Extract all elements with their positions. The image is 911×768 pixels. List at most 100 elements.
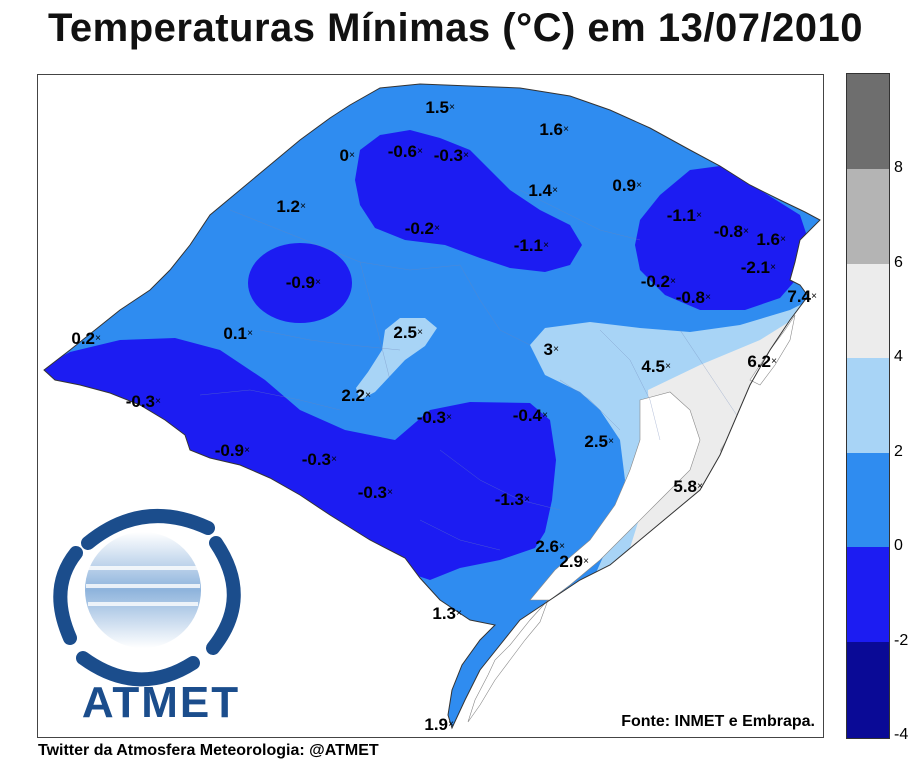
- station-marker-icon: ×: [349, 150, 355, 161]
- legend-tick: -4: [894, 726, 909, 743]
- station-value: 1.6: [756, 230, 780, 249]
- legend-band: [847, 74, 889, 169]
- station-marker-icon: ×: [553, 344, 559, 355]
- station-value: -1.1: [513, 236, 543, 255]
- station-marker-icon: ×: [155, 396, 161, 407]
- station-value: 2.9: [559, 552, 583, 571]
- station-marker-icon: ×: [665, 361, 671, 372]
- station-value: -1.3: [494, 490, 524, 509]
- station-marker-icon: ×: [771, 356, 777, 367]
- lagoon: [529, 391, 701, 601]
- station-marker-icon: ×: [95, 333, 101, 344]
- legend-band: [847, 358, 889, 453]
- station-marker-icon: ×: [583, 556, 589, 567]
- station-marker-icon: ×: [524, 494, 530, 505]
- station-value: 1.4: [528, 181, 552, 200]
- station-marker-icon: ×: [300, 201, 306, 212]
- legend-tick: 8: [894, 159, 903, 176]
- station-value: 2.5: [584, 432, 608, 451]
- station-marker-icon: ×: [770, 262, 776, 273]
- legend-band: [847, 453, 889, 547]
- station-marker-icon: ×: [542, 410, 548, 421]
- station-value: 7.4: [787, 287, 811, 306]
- station-marker-icon: ×: [387, 487, 393, 498]
- station-marker-icon: ×: [448, 719, 454, 730]
- station-marker-icon: ×: [563, 124, 569, 135]
- legend-tick: 4: [894, 348, 903, 365]
- station-value: -0.3: [125, 392, 155, 411]
- station-value: 4.5: [641, 357, 665, 376]
- region-boundaries: [199, 189, 741, 551]
- station-marker-icon: ×: [552, 185, 558, 196]
- station-value: 1.6: [539, 120, 563, 139]
- station-value: 0.2: [71, 329, 95, 348]
- legend-tick: 6: [894, 254, 903, 271]
- station-value: 1.3: [432, 604, 456, 623]
- station-marker-icon: ×: [456, 608, 462, 619]
- station-marker-icon: ×: [636, 180, 642, 191]
- station-marker-icon: ×: [331, 454, 337, 465]
- station-value: 0.1: [223, 324, 247, 343]
- station-value: -0.4: [512, 406, 542, 425]
- legend-band: [847, 642, 889, 738]
- station-value: -1.1: [666, 206, 696, 225]
- legend-band: [847, 264, 889, 358]
- station-marker-icon: ×: [543, 240, 549, 251]
- station-value: -0.3: [357, 483, 387, 502]
- station-marker-icon: ×: [434, 223, 440, 234]
- station-value: 0: [339, 146, 349, 165]
- station-value: -0.9: [285, 273, 315, 292]
- station-value: 6.2: [747, 352, 771, 371]
- station-marker-icon: ×: [696, 210, 702, 221]
- station-marker-icon: ×: [463, 150, 469, 161]
- station-value: -0.3: [416, 408, 446, 427]
- legend-tick: 2: [894, 443, 903, 460]
- station-marker-icon: ×: [315, 277, 321, 288]
- station-value: -2.1: [740, 258, 770, 277]
- legend-tick: 0: [894, 537, 903, 554]
- station-value: 5.8: [673, 477, 697, 496]
- station-value: 1.2: [276, 197, 300, 216]
- legend-band: [847, 547, 889, 642]
- atmet-logo: [53, 509, 241, 687]
- footer-credit: Twitter da Atmosfera Meteorologia: @ATME…: [38, 742, 379, 759]
- legend-tick: -2: [894, 632, 909, 649]
- station-value: -0.8: [675, 288, 705, 307]
- logo-text: ATMET: [81, 678, 241, 727]
- station-value: 2.5: [393, 323, 417, 342]
- station-marker-icon: ×: [449, 102, 455, 113]
- station-value: -0.2: [640, 272, 670, 291]
- station-marker-icon: ×: [446, 412, 452, 423]
- station-value: 2.6: [535, 537, 559, 556]
- station-marker-icon: ×: [365, 390, 371, 401]
- station-value: 0.9: [612, 176, 636, 195]
- station-value: 1.9: [424, 715, 448, 734]
- station-marker-icon: ×: [743, 226, 749, 237]
- station-marker-icon: ×: [417, 327, 423, 338]
- station-marker-icon: ×: [244, 445, 250, 456]
- station-marker-icon: ×: [608, 436, 614, 447]
- station-marker-icon: ×: [247, 328, 253, 339]
- station-value: -0.8: [713, 222, 743, 241]
- station-value: -0.3: [433, 146, 463, 165]
- station-marker-icon: ×: [705, 292, 711, 303]
- station-value: -0.3: [301, 450, 331, 469]
- source-credit: Fonte: INMET e Embrapa.: [621, 713, 815, 730]
- station-value: 1.5: [425, 98, 449, 117]
- legend-band: [847, 169, 889, 264]
- lagoon: [467, 599, 549, 723]
- station-marker-icon: ×: [417, 146, 423, 157]
- station-marker-icon: ×: [670, 276, 676, 287]
- station-marker-icon: ×: [697, 481, 703, 492]
- station-marker-icon: ×: [559, 541, 565, 552]
- station-value: 3: [543, 340, 553, 359]
- color-legend: [846, 73, 890, 739]
- station-value: -0.6: [387, 142, 417, 161]
- station-marker-icon: ×: [780, 234, 786, 245]
- map-title: Temperaturas Mínimas (°C) em 13/07/2010: [47, 6, 864, 50]
- station-marker-icon: ×: [811, 291, 817, 302]
- station-value: -0.2: [404, 219, 434, 238]
- station-value: -0.9: [214, 441, 244, 460]
- station-value: 2.2: [341, 386, 365, 405]
